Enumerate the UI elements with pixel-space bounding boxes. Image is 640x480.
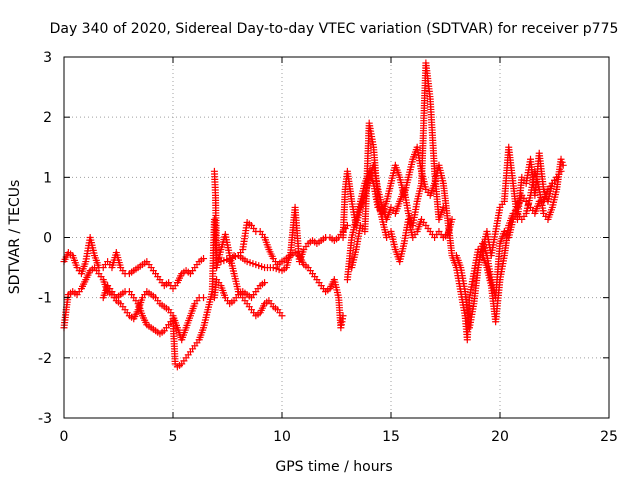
data-point [343,221,351,229]
data-points [60,59,567,371]
data-point [553,173,561,181]
data-point [261,279,269,287]
x-tick-label: 15 [382,429,400,445]
y-tick-label: 0 [43,231,52,247]
x-tick-label: 0 [60,429,69,445]
y-tick-label: 3 [43,50,52,66]
x-tick-label: 25 [600,429,618,445]
y-tick-label: 2 [43,110,52,126]
chart-title: Day 340 of 2020, Sidereal Day-to-day VTE… [50,21,619,37]
data-point [557,155,565,163]
data-point [200,294,208,302]
y-tick-label: -1 [38,291,52,307]
x-axis-label: GPS time / hours [275,459,392,475]
data-point [339,312,347,320]
data-point [200,255,208,263]
data-point-interp [558,158,566,166]
x-tick-label: 20 [491,429,509,445]
x-tick-label: 10 [273,429,291,445]
x-tick-label: 5 [169,429,178,445]
data-point [278,312,286,320]
data-point [559,161,567,169]
y-tick-label: -2 [38,351,52,367]
data-point [448,215,456,223]
y-tick-label: -3 [38,411,52,427]
y-tick-label: 1 [43,170,52,186]
y-axis-label: SDTVAR / TECUs [7,180,23,295]
